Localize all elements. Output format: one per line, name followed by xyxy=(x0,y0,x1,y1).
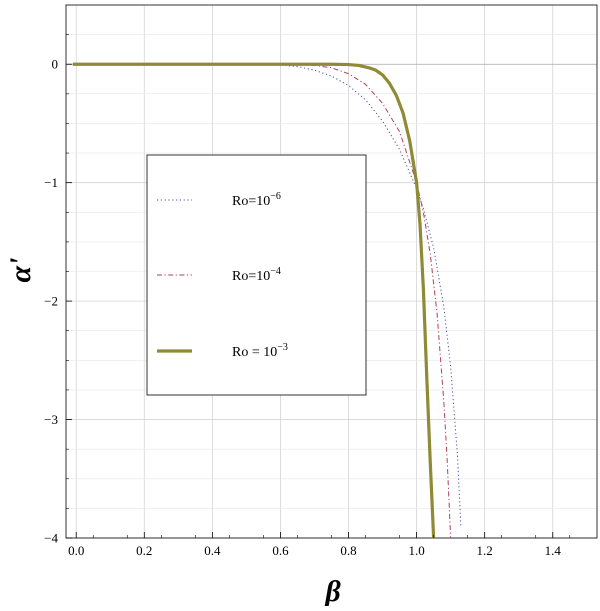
ticks xyxy=(66,34,571,539)
series-line-3 xyxy=(72,62,436,539)
y-tick-label: −4 xyxy=(44,531,58,546)
x-tick-label: 1.2 xyxy=(477,543,493,558)
y-tick-label: −2 xyxy=(44,294,58,309)
series-lines xyxy=(72,62,462,539)
legend-label-1: Ro=10−6 xyxy=(232,191,281,209)
x-tick-label: 0.4 xyxy=(204,543,221,558)
x-axis-label: β xyxy=(324,575,341,606)
legend-label-2: Ro=10−4 xyxy=(232,266,281,284)
y-axis-label: α' xyxy=(4,258,37,283)
tick-labels: 0.0 0.2 0.4 0.6 0.8 1.0 1.2 1.4 0 −1 −2 −3 −4 xyxy=(44,57,561,558)
y-tick-label: 0 xyxy=(52,57,59,72)
x-tick-label: 1.4 xyxy=(545,543,562,558)
x-tick-label: 0.2 xyxy=(136,543,152,558)
y-tick-label: −1 xyxy=(44,175,58,190)
x-tick-label: 0.6 xyxy=(272,543,289,558)
series-line-1 xyxy=(76,63,462,527)
legend: Ro=10−6 Ro=10−4 Ro = 10−3 xyxy=(146,154,367,396)
y-tick-label: −3 xyxy=(44,412,58,427)
x-tick-label: 1.0 xyxy=(408,543,424,558)
x-tick-label: 0.0 xyxy=(68,543,84,558)
x-tick-label: 0.8 xyxy=(340,543,356,558)
legend-label-3: Ro = 10−3 xyxy=(232,342,288,360)
